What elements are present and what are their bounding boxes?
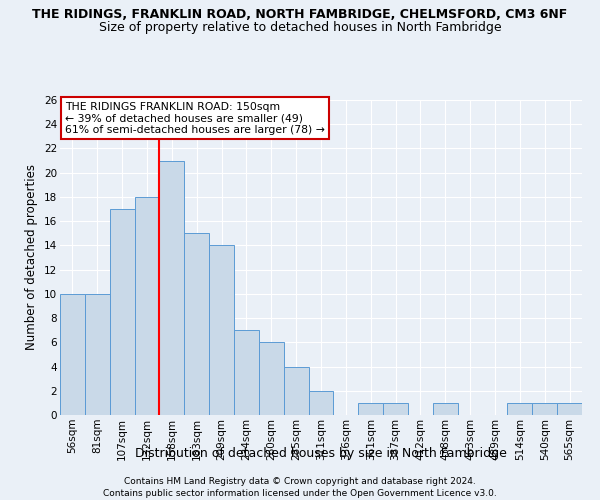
- Text: THE RIDINGS FRANKLIN ROAD: 150sqm
← 39% of detached houses are smaller (49)
61% : THE RIDINGS FRANKLIN ROAD: 150sqm ← 39% …: [65, 102, 325, 135]
- Bar: [60, 294, 85, 415]
- Bar: [308, 391, 334, 415]
- Bar: [433, 403, 458, 415]
- Bar: [532, 403, 557, 415]
- Y-axis label: Number of detached properties: Number of detached properties: [25, 164, 38, 350]
- Bar: [184, 234, 209, 415]
- Text: THE RIDINGS, FRANKLIN ROAD, NORTH FAMBRIDGE, CHELMSFORD, CM3 6NF: THE RIDINGS, FRANKLIN ROAD, NORTH FAMBRI…: [32, 8, 568, 20]
- Text: Distribution of detached houses by size in North Fambridge: Distribution of detached houses by size …: [135, 448, 507, 460]
- Bar: [557, 403, 582, 415]
- Bar: [508, 403, 532, 415]
- Text: Size of property relative to detached houses in North Fambridge: Size of property relative to detached ho…: [98, 21, 502, 34]
- Bar: [85, 294, 110, 415]
- Bar: [234, 330, 259, 415]
- Text: Contains HM Land Registry data © Crown copyright and database right 2024.: Contains HM Land Registry data © Crown c…: [124, 478, 476, 486]
- Bar: [134, 197, 160, 415]
- Bar: [209, 246, 234, 415]
- Bar: [383, 403, 408, 415]
- Bar: [358, 403, 383, 415]
- Text: Contains public sector information licensed under the Open Government Licence v3: Contains public sector information licen…: [103, 489, 497, 498]
- Bar: [110, 209, 134, 415]
- Bar: [160, 160, 184, 415]
- Bar: [284, 366, 308, 415]
- Bar: [259, 342, 284, 415]
